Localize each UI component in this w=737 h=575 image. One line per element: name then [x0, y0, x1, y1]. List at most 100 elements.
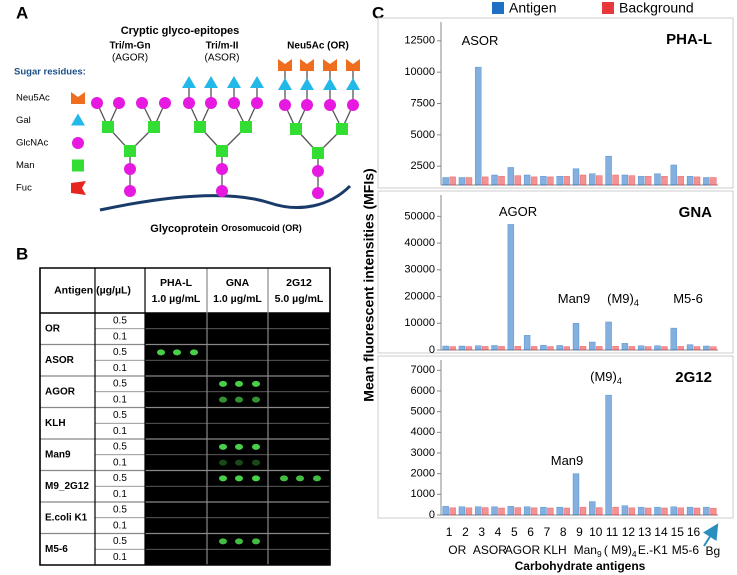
bar [693, 176, 701, 186]
gal [250, 76, 264, 88]
bar [605, 155, 612, 186]
man [194, 121, 206, 133]
bar [491, 345, 498, 351]
chart-frame [377, 190, 734, 354]
panel-b: B Antigen (µg/µL) PHA-L 1.0 µg/mL GNA 1.0 µg… [16, 244, 331, 566]
bar [507, 167, 515, 186]
lectin-name: 2G12 [286, 277, 312, 289]
glcnac [159, 97, 171, 109]
bar [572, 473, 580, 516]
man [290, 123, 302, 135]
annotation-sub: 4 [634, 298, 639, 308]
fuc [71, 181, 86, 195]
bar [556, 175, 563, 186]
spot [235, 443, 243, 450]
bar [703, 345, 710, 351]
bar [523, 506, 531, 516]
neu5ac [300, 59, 314, 71]
y-tick-label: 1000 [411, 488, 435, 500]
spot [235, 538, 243, 545]
bar [556, 506, 563, 516]
neu5ac [71, 92, 85, 104]
man [148, 121, 160, 133]
bar [563, 175, 570, 186]
y-tick-label: 10000 [404, 317, 435, 329]
antigen-name: KLH [45, 418, 66, 429]
man [124, 145, 136, 157]
group-label-main: Man [574, 543, 597, 557]
y-tick-label: 10000 [404, 66, 435, 78]
spot [235, 459, 243, 466]
annotation: (M9)4 [590, 369, 622, 386]
bar [644, 175, 652, 186]
x-tick-label: 16 [687, 525, 701, 539]
conc-label: 0.5 [113, 316, 127, 327]
bar [605, 394, 612, 516]
bar [644, 346, 652, 351]
bar [474, 66, 482, 186]
glycan-name: Tri/m-II [206, 41, 239, 52]
conc-label: 0.1 [113, 394, 127, 405]
spot [235, 396, 243, 403]
bar [540, 506, 547, 516]
spot [280, 475, 288, 482]
neu5ac [278, 59, 292, 71]
conc-label: 0.1 [113, 457, 127, 468]
lectin-name: PHA-L [160, 277, 193, 289]
bar [628, 346, 636, 351]
bar [612, 174, 619, 186]
antigen-name: M9_2G12 [45, 481, 89, 492]
y-tick-label: 12500 [404, 35, 435, 47]
bar [589, 501, 596, 516]
panel-c: C Mean fluorescent intensities (MFIs) Ca… [361, 0, 734, 573]
man [72, 159, 84, 172]
bar [589, 341, 596, 351]
gal [278, 78, 292, 90]
bar [621, 174, 629, 186]
bar [572, 323, 580, 351]
man [240, 121, 252, 133]
annotation-main: AGOR [499, 204, 537, 219]
glcnac [312, 187, 324, 199]
bar [605, 321, 612, 351]
bar [710, 507, 717, 516]
protein-label: Glycoprotein Orosomucoid (OR) [150, 223, 301, 235]
y-tick-label: 5000 [411, 129, 435, 141]
bar [579, 174, 587, 186]
chart-title: PHA-L [666, 31, 712, 48]
bar [572, 168, 580, 186]
annotation-main: Man9 [551, 453, 584, 468]
x-tick-label: 14 [654, 525, 668, 539]
bar [661, 507, 668, 516]
conc-label: 0.1 [113, 426, 127, 437]
antigen-name: E.coli K1 [45, 512, 88, 523]
bar [596, 507, 603, 516]
glcnac [347, 99, 359, 111]
x-tick-label: 3 [478, 525, 485, 539]
y-tick-label: 4000 [411, 426, 435, 438]
conc-label: 0.1 [113, 552, 127, 563]
conc-label: 0.1 [113, 520, 127, 531]
annotation: ASOR [462, 33, 499, 48]
bar [547, 507, 554, 516]
spot [313, 475, 321, 482]
bar [670, 327, 678, 351]
bar [523, 174, 531, 186]
bar [442, 345, 449, 351]
spot [252, 475, 260, 482]
bar [481, 346, 489, 351]
bar [589, 173, 596, 186]
conc-label: 0.5 [113, 379, 127, 390]
bar [628, 507, 636, 516]
group-label-sub: 4 [632, 549, 637, 559]
chart-frame [377, 17, 734, 189]
legend-label: Background [619, 0, 694, 16]
heading: Cryptic glyco-epitopes [121, 25, 240, 37]
bar [449, 176, 456, 186]
bar [449, 507, 456, 516]
bar [507, 506, 515, 516]
chart-title: 2G12 [675, 369, 712, 386]
man [102, 121, 114, 133]
lectin-conc: 1.0 µg/mL [152, 293, 201, 305]
x-tick-label: 1 [446, 525, 453, 539]
